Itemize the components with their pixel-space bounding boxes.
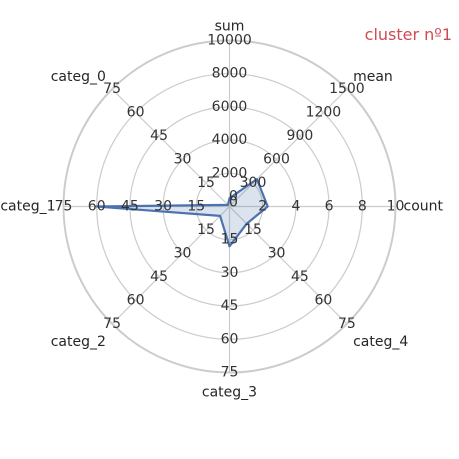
tick-label: 15: [244, 222, 262, 238]
tick-label: 300: [240, 175, 267, 191]
tick-label: 60: [88, 199, 106, 215]
tick-label: 1200: [306, 105, 342, 121]
tick-label: 8: [358, 199, 367, 215]
tick-label: 30: [221, 265, 239, 281]
tick-label: 10000: [207, 33, 252, 49]
tick-label: 4: [291, 199, 300, 215]
axis-label: count: [404, 199, 444, 215]
tick-layer: 2 4 6 8 103006009001200150020004000600080001…: [55, 33, 405, 381]
grid-spoke: [229, 206, 348, 325]
axis-label: sum: [215, 19, 245, 35]
axis-label-layer: count mean sum categ_0 categ_1 categ_2 categ_3…: [0, 19, 443, 401]
tick-label: 45: [221, 298, 239, 314]
grid-spoke: [111, 88, 230, 207]
tick-label: 60: [127, 292, 145, 308]
tick-label: 45: [121, 199, 139, 215]
tick-label-zero: 0: [229, 189, 238, 205]
tick-label: 75: [55, 199, 73, 215]
tick-label: 75: [103, 81, 121, 97]
series-layer: [95, 178, 269, 248]
tick-label: 30: [268, 246, 286, 262]
tick-label: 30: [174, 246, 192, 262]
tick-label: 60: [314, 292, 332, 308]
tick-label: 75: [338, 316, 356, 332]
tick-label: 45: [150, 269, 168, 285]
tick-label: 2000: [212, 165, 248, 181]
tick-label: 6000: [212, 99, 248, 115]
tick-label: 75: [103, 316, 121, 332]
tick-label: 1500: [329, 81, 365, 97]
axis-label: categ_4: [353, 334, 408, 350]
tick-label: 45: [291, 269, 309, 285]
tick-label: 2: [258, 199, 267, 215]
axis-label: categ_2: [51, 334, 106, 350]
tick-label: 6: [325, 199, 334, 215]
tick-label: 15: [221, 232, 239, 248]
axis-label: mean: [353, 69, 393, 85]
tick-label: 30: [154, 199, 172, 215]
tick-label-zero: 0: [229, 195, 238, 211]
axis-label: categ_3: [202, 385, 257, 401]
grid-spoke: [111, 206, 230, 325]
tick-label: 15: [197, 175, 215, 191]
tick-label: 60: [221, 331, 239, 347]
tick-label: 60: [127, 105, 145, 121]
series-line: [95, 178, 269, 248]
tick-label: 30: [174, 152, 192, 168]
tick-label: 45: [150, 128, 168, 144]
grid-spoke: [229, 88, 348, 207]
chart-title: cluster nº1: [365, 25, 452, 44]
tick-label: 75: [221, 365, 239, 381]
tick-label: 600: [263, 152, 290, 168]
axis-label: categ_0: [51, 69, 106, 85]
tick-label: 15: [187, 199, 205, 215]
tick-label: 10: [387, 199, 405, 215]
axis-label: categ_1: [0, 199, 55, 215]
tick-label: 8000: [212, 66, 248, 82]
tick-label: 4000: [212, 132, 248, 148]
tick-label: 900: [287, 128, 314, 144]
tick-label: 15: [197, 222, 215, 238]
